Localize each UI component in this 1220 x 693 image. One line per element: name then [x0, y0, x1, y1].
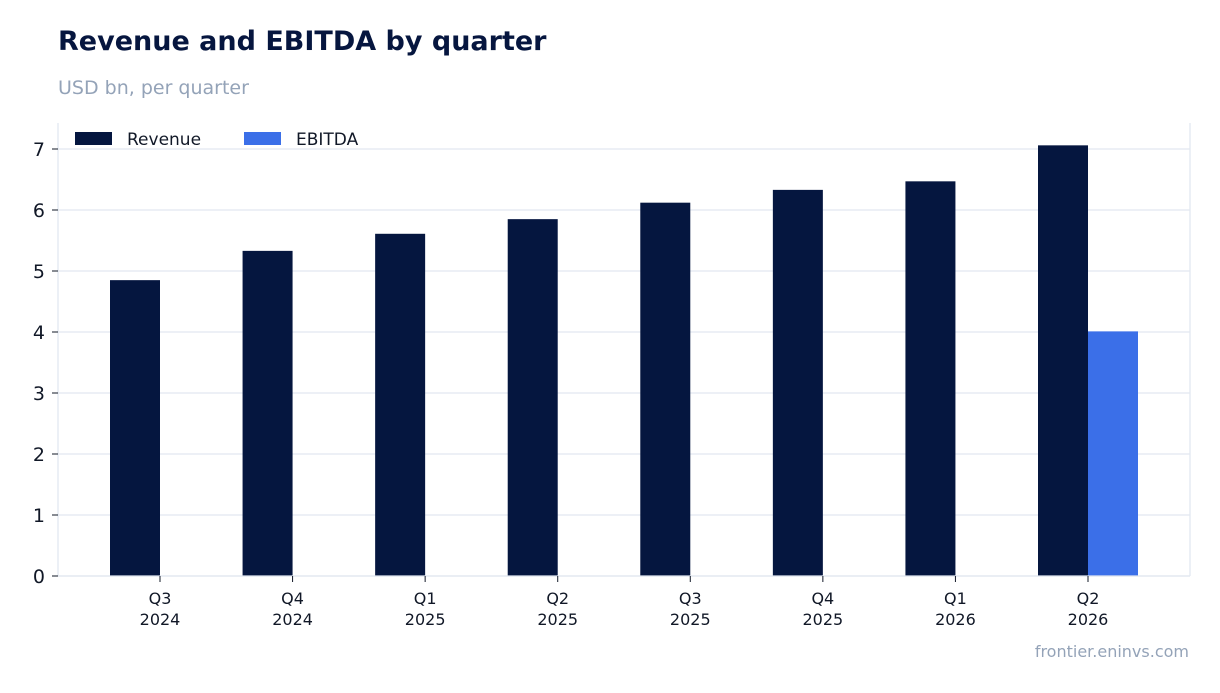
y-axis-ticks: 0 1 2 3 4 5 6 7 — [33, 139, 58, 588]
x-tick-label-quarter: Q2 — [1077, 589, 1100, 608]
x-tick-label-year: 2025 — [802, 610, 843, 629]
y-tick-label: 5 — [33, 261, 45, 283]
x-tick-label-year: 2025 — [537, 610, 578, 629]
y-tick-label: 3 — [33, 383, 45, 405]
legend-swatch-revenue — [75, 132, 112, 145]
x-axis-ticks: Q3 2024 Q4 2024 Q1 2025 Q2 2025 Q3 2025 Q4 2025 Q1 20… — [140, 576, 1109, 629]
x-tick-label-quarter: Q3 — [149, 589, 172, 608]
x-tick-label-year: 2025 — [405, 610, 446, 629]
x-tick-label-quarter: Q3 — [679, 589, 702, 608]
chart-title: Revenue and EBITDA by quarter — [58, 26, 547, 57]
bar-revenue — [905, 181, 956, 576]
legend: Revenue EBITDA — [75, 130, 359, 150]
bars — [110, 145, 1138, 577]
y-tick-label: 0 — [33, 566, 45, 588]
bar-revenue — [375, 233, 426, 577]
x-tick-label-quarter: Q4 — [281, 589, 304, 608]
bar-revenue — [640, 202, 691, 576]
x-tick-label-year: 2024 — [272, 610, 313, 629]
bar-revenue — [110, 280, 160, 576]
axes — [57, 123, 1191, 577]
x-tick-label-year: 2026 — [935, 610, 976, 629]
gridlines — [58, 148, 1190, 577]
bar-revenue — [772, 189, 823, 576]
bar-revenue — [1038, 145, 1088, 576]
legend-label-ebitda: EBITDA — [296, 130, 359, 150]
legend-label-revenue: Revenue — [127, 130, 201, 150]
bar-revenue — [507, 219, 558, 576]
x-tick-label-quarter: Q1 — [414, 589, 437, 608]
y-tick-label: 4 — [33, 322, 45, 344]
x-tick-label-year: 2026 — [1068, 610, 1109, 629]
y-tick-label: 7 — [33, 139, 45, 161]
y-tick-label: 6 — [33, 200, 45, 222]
x-tick-label-quarter: Q1 — [944, 589, 967, 608]
x-tick-label-year: 2024 — [140, 610, 181, 629]
chart-subtitle: USD bn, per quarter — [58, 77, 249, 99]
bar-revenue — [242, 250, 293, 576]
y-tick-label: 2 — [33, 444, 45, 466]
x-tick-label-quarter: Q2 — [546, 589, 569, 608]
legend-swatch-ebitda — [244, 132, 281, 145]
x-tick-label-quarter: Q4 — [811, 589, 834, 608]
source-credit: frontier.eninvs.com — [1034, 642, 1189, 661]
y-tick-label: 1 — [33, 505, 45, 527]
x-tick-label-year: 2025 — [670, 610, 711, 629]
bar-ebitda — [1088, 331, 1138, 576]
